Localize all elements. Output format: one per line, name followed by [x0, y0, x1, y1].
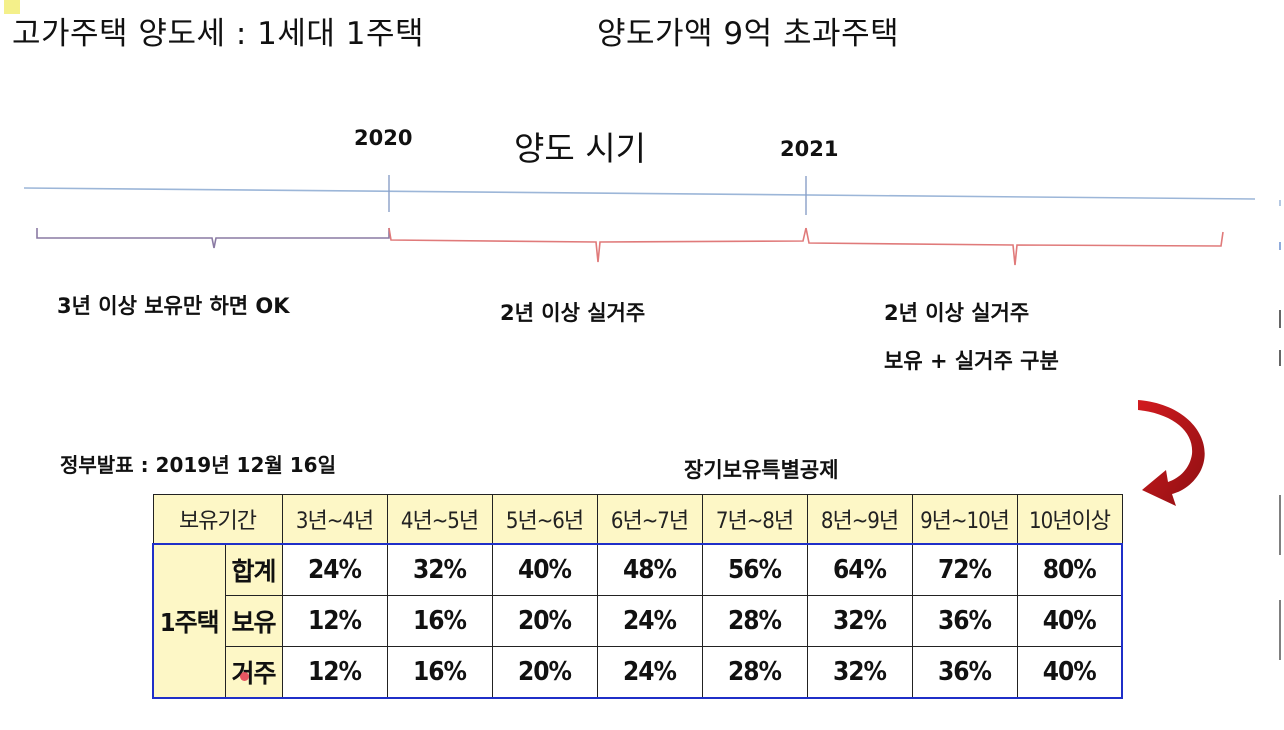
timeline-axis [23, 187, 1256, 200]
table-cell: 32% [806, 646, 913, 699]
table-cell: 24% [281, 543, 388, 596]
table-cell: 16% [386, 595, 493, 647]
timeline-diagram [23, 175, 1256, 266]
pointer-cursor-icon [240, 672, 249, 681]
table-cell: 20% [491, 646, 598, 699]
brace-middle [388, 227, 807, 263]
brace-left [36, 228, 390, 249]
table-cell: 48% [596, 543, 703, 596]
column-header: 9년~10년 [911, 494, 1018, 545]
table-row: 보유 12% 16% 20% 24% 28% 32% 36% 40% [153, 595, 1123, 647]
row-group-label: 1주택 [152, 543, 226, 699]
announcement-date: 정부발표 : 2019년 12월 16일 [60, 453, 336, 477]
timeline-title: 양도 시기 [514, 129, 646, 168]
year-2021-label: 2021 [780, 137, 839, 161]
table-cell: 24% [596, 595, 703, 647]
page-subtitle: 양도가액 9억 초과주택 [597, 16, 900, 52]
period-label-2: 2년 이상 실거주 [500, 301, 646, 325]
column-header: 4년~5년 [386, 494, 493, 545]
table-header-row: 보유기간 3년~4년 4년~5년 5년~6년 6년~7년 7년~8년 8년~9년… [152, 494, 1123, 545]
table-cell: 36% [911, 646, 1018, 699]
year-2020-label: 2020 [354, 126, 413, 150]
table-cell: 32% [806, 595, 913, 647]
row-label: 합계 [224, 543, 283, 596]
row-label: 보유 [224, 595, 283, 647]
period-label-1: 3년 이상 보유만 하면 OK [57, 294, 290, 318]
page-title: 고가주택 양도세 : 1세대 1주택 [12, 16, 425, 52]
table-cell: 56% [701, 543, 808, 596]
column-header: 6년~7년 [596, 494, 703, 545]
table-cell: 80% [1016, 543, 1123, 596]
column-header: 8년~9년 [806, 494, 913, 545]
column-header-period: 보유기간 [152, 494, 283, 545]
table-cell: 32% [386, 543, 493, 596]
table-cell: 40% [1016, 646, 1123, 699]
table-title: 장기보유특별공제 [684, 458, 839, 482]
column-header: 3년~4년 [281, 494, 388, 545]
table-row: 거주 12% 16% 20% 24% 28% 32% 36% 40% [153, 646, 1123, 699]
deduction-table: 보유기간 3년~4년 4년~5년 5년~6년 6년~7년 7년~8년 8년~9년… [152, 494, 1123, 699]
table-cell: 12% [281, 595, 388, 647]
curved-arrow-icon [1138, 400, 1205, 506]
period-label-3: 2년 이상 실거주 [884, 301, 1030, 325]
clipped-edge-content [1279, 200, 1281, 660]
table-row: 1주택 합계 24% 32% 40% 48% 56% 64% 72% 80% [152, 543, 1123, 699]
row-label: 거주 [224, 646, 283, 699]
brace-right [805, 227, 1224, 266]
table-cell: 20% [491, 595, 598, 647]
table-cell: 64% [806, 543, 913, 596]
table-cell: 24% [596, 646, 703, 699]
table-cell: 16% [386, 646, 493, 699]
table-cell: 28% [701, 595, 808, 647]
table-cell: 28% [701, 646, 808, 699]
table-cell: 40% [1016, 595, 1123, 647]
table-cell: 40% [491, 543, 598, 596]
column-header: 7년~8년 [701, 494, 808, 545]
column-header: 5년~6년 [491, 494, 598, 545]
column-header: 10년이상 [1016, 494, 1123, 545]
period-label-3b: 보유 + 실거주 구분 [884, 349, 1059, 373]
table-cell: 36% [911, 595, 1018, 647]
table-cell: 72% [911, 543, 1018, 596]
highlight-marker [4, 0, 20, 14]
table-cell: 12% [281, 646, 388, 699]
